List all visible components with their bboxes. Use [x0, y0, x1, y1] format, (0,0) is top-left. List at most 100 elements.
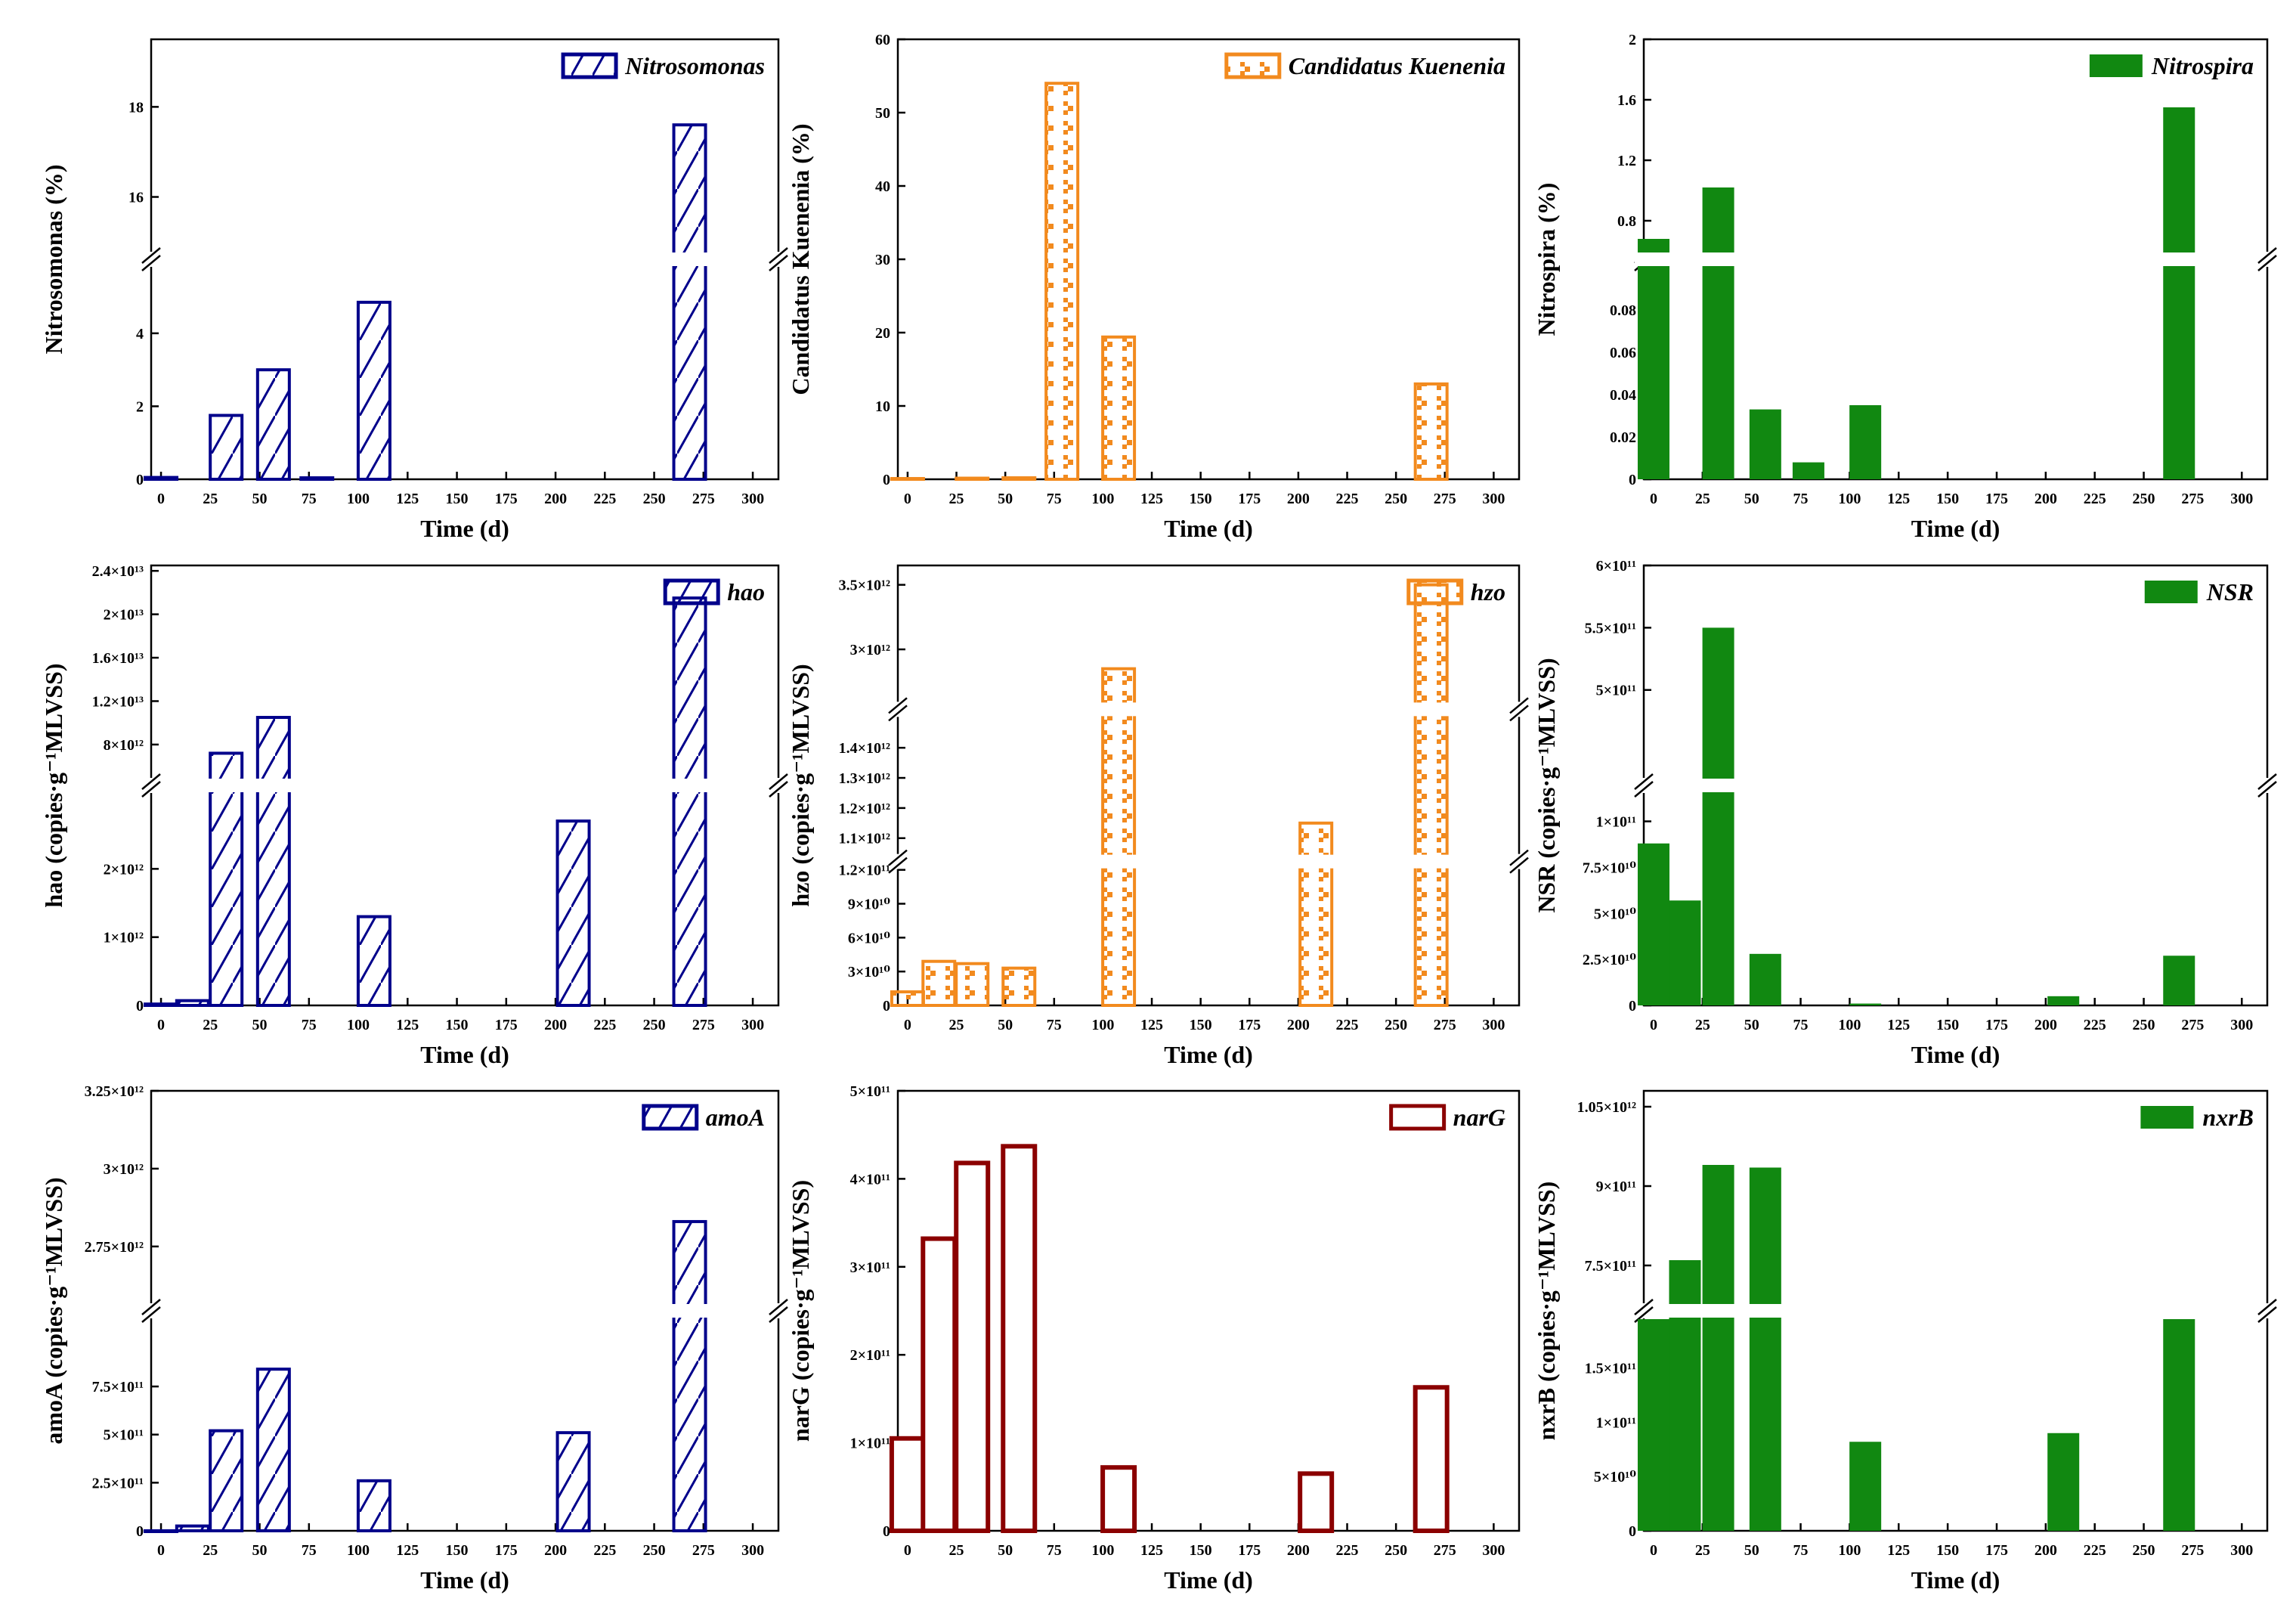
x-tick-label: 25 [1695, 1542, 1710, 1559]
bar-break-gap [1412, 702, 1450, 717]
bar-narg-33 [954, 1160, 991, 1533]
x-tick-label: 250 [643, 1542, 666, 1559]
x-tick-label: 300 [741, 491, 764, 507]
panel-narg: 0 1×10¹¹ 2×10¹¹ 3×10¹¹ 4×10¹¹ 5×10¹¹ 0 25 50 75 10… [787, 1083, 1521, 1594]
x-tick-label: 175 [1238, 1017, 1261, 1033]
x-axis-title: Time (d) [1911, 1566, 2000, 1594]
bar-hzo-0 [890, 990, 925, 1007]
y-tick-label: 2.5×10¹⁰ [1583, 952, 1636, 968]
bar-nxrb-0 [1637, 1319, 1669, 1531]
x-tick-label: 300 [2230, 1542, 2253, 1559]
bar-hzo-16 [921, 959, 957, 1008]
y-axis-title: Nitrosomonas (%) [40, 165, 67, 355]
x-tick-label: 225 [2084, 491, 2106, 507]
y-tick-label: 1.05×10¹² [1577, 1099, 1636, 1116]
x-tick-label: 0 [157, 1017, 165, 1033]
x-tick-label: 250 [2133, 1542, 2155, 1559]
x-tick-label: 175 [1985, 491, 2008, 507]
y-tick-label: 0 [1629, 998, 1636, 1014]
bar-break-gap [670, 779, 709, 792]
axis-break-gap [148, 778, 154, 793]
bar-break-gap [1699, 779, 1737, 792]
bar-break-gap [1699, 252, 1737, 266]
x-tick-label: 125 [1887, 1017, 1910, 1033]
x-tick-label: 75 [302, 1017, 317, 1033]
y-tick-label: 0.04 [1610, 387, 1636, 404]
x-tick-label: 0 [1650, 491, 1657, 507]
y-tick-label: 0.06 [1610, 345, 1636, 361]
bar-kuenenia-108 [1101, 335, 1137, 481]
bar-break-gap [670, 1304, 709, 1318]
bar-narg-16 [921, 1236, 958, 1533]
x-tick-label: 150 [446, 491, 469, 507]
bar-hzo-209 [1298, 821, 1334, 1007]
x-axis-title: Time (d) [1164, 515, 1253, 542]
y-axis-title: narG (copies·g⁻¹MLVSS) [787, 1180, 814, 1442]
bar-narg-108 [1100, 1465, 1137, 1534]
y-tick-label: 1.1×10¹² [839, 831, 890, 847]
x-tick-label: 75 [1047, 491, 1062, 507]
y-tick-label: 7.5×10¹⁰ [1583, 860, 1636, 876]
x-tick-label: 25 [203, 491, 218, 507]
x-tick-label: 50 [1744, 1017, 1759, 1033]
y-tick-label: 1×10¹² [104, 930, 144, 946]
axis-break-gap [775, 1303, 781, 1318]
x-tick-label: 100 [1838, 491, 1861, 507]
y-tick-label: 0 [136, 1523, 144, 1540]
bar-narg-0 [889, 1436, 926, 1534]
axis-break-mark [2257, 781, 2277, 798]
x-tick-label: 125 [1140, 491, 1163, 507]
y-tick-label: 0.02 [1610, 429, 1636, 446]
x-tick-label: 25 [203, 1017, 218, 1033]
bar-nitrosomonas-0 [144, 475, 179, 481]
x-axis-title: Time (d) [420, 1041, 509, 1068]
x-tick-label: 50 [998, 1542, 1013, 1559]
bar-hao-209 [555, 819, 591, 1007]
bar-break-gap [254, 779, 292, 792]
x-tick-label: 125 [396, 1017, 419, 1033]
y-axis-title: Candidatus Kuenenia (%) [787, 123, 814, 395]
bar-break-gap [1100, 854, 1138, 869]
y-tick-label: 0 [136, 472, 144, 488]
y-tick-label: 1×10¹¹ [850, 1436, 890, 1452]
y-tick-label: 4×10¹¹ [850, 1171, 890, 1188]
x-tick-label: 250 [1385, 491, 1407, 507]
y-tick-label: 1.2 [1617, 153, 1636, 169]
x-tick-label: 275 [692, 491, 715, 507]
axis-break-mark [888, 849, 908, 866]
bar-break-gap [1412, 854, 1450, 869]
axis-break-mark [888, 856, 908, 874]
bar-nxrb-108 [1849, 1442, 1882, 1531]
bar-nitrosomonas-33 [209, 414, 244, 481]
x-tick-label: 275 [1434, 1542, 1456, 1559]
bar-hao-0 [144, 1002, 179, 1008]
x-tick-label: 200 [1287, 491, 1310, 507]
bar-amoa-209 [555, 1431, 591, 1532]
x-tick-label: 75 [1047, 1542, 1062, 1559]
bar-narg-57 [1001, 1144, 1038, 1534]
x-tick-label: 150 [1936, 491, 1959, 507]
axis-break-mark [141, 1299, 161, 1315]
legend-label: narG [1453, 1104, 1505, 1131]
axis-break-mark [888, 697, 908, 714]
y-tick-label: 2×10¹¹ [850, 1347, 890, 1364]
x-tick-label: 50 [998, 1017, 1013, 1033]
x-tick-label: 275 [1434, 1017, 1456, 1033]
x-tick-label: 100 [1091, 491, 1114, 507]
x-tick-label: 225 [1336, 491, 1359, 507]
axis-break-mark [2257, 1306, 2277, 1323]
bar-nitrospira-0 [1637, 239, 1669, 479]
axis-break-mark [1509, 697, 1529, 714]
x-tick-label: 225 [1336, 1542, 1359, 1559]
bar-hao-268 [672, 596, 707, 1007]
y-tick-label: 6×10¹⁰ [848, 930, 890, 946]
y-tick-label: 2.4×10¹³ [92, 563, 144, 580]
bar-amoa-108 [356, 1479, 391, 1533]
y-tick-label: 30 [875, 252, 890, 268]
x-tick-label: 0 [904, 1017, 911, 1033]
x-tick-label: 175 [1238, 491, 1261, 507]
y-axis-title: hao (copies·g⁻¹MLVSS) [40, 663, 67, 907]
y-tick-label: 3×10¹⁰ [848, 964, 890, 980]
axis-break-gap [2264, 252, 2270, 267]
plot-frame [896, 564, 1521, 1007]
